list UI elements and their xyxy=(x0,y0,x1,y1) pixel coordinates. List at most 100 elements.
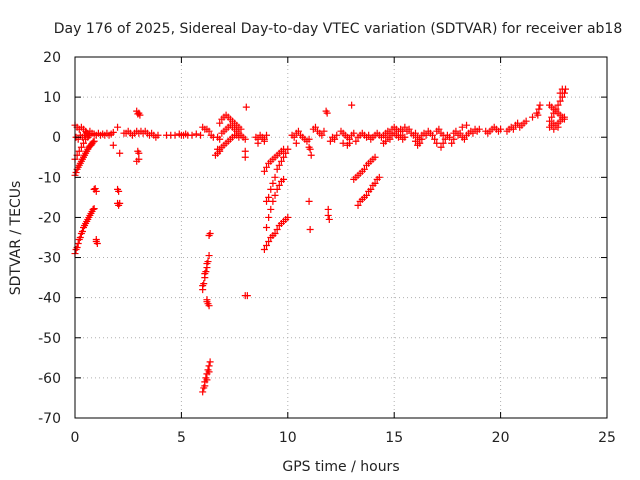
data-point xyxy=(273,225,281,233)
data-point xyxy=(469,129,477,137)
data-point xyxy=(203,298,211,306)
data-point xyxy=(463,121,471,129)
y-tick-labels: -70 -60 -50 -40 -30 -20 -10 0 10 20 xyxy=(38,50,61,427)
data-point xyxy=(371,179,379,187)
data-point xyxy=(263,197,271,205)
data-point xyxy=(411,129,419,137)
x-tick-label: 0 xyxy=(71,430,80,446)
data-point xyxy=(205,362,213,370)
data-point xyxy=(431,135,439,143)
data-point xyxy=(205,252,213,260)
data-point xyxy=(554,101,562,109)
data-point xyxy=(433,139,441,147)
y-tick-label: -30 xyxy=(38,251,61,267)
data-point xyxy=(263,131,271,139)
data-point xyxy=(242,103,250,111)
data-point xyxy=(558,85,566,93)
data-point xyxy=(522,117,530,125)
data-point xyxy=(243,292,251,300)
data-point xyxy=(458,123,466,131)
data-point xyxy=(367,185,375,193)
x-tick-label: 25 xyxy=(598,430,616,446)
data-point xyxy=(89,205,97,213)
data-point xyxy=(350,129,358,137)
x-axis-label: GPS time / hours xyxy=(282,459,399,475)
data-point xyxy=(271,173,279,181)
data-point xyxy=(199,282,207,290)
data-point xyxy=(241,147,249,155)
data-point xyxy=(509,125,517,133)
data-point xyxy=(235,133,243,141)
data-point xyxy=(365,131,373,139)
data-point xyxy=(271,191,279,199)
data-point xyxy=(306,145,314,153)
data-point xyxy=(77,143,85,151)
data-point xyxy=(203,376,211,384)
data-point xyxy=(90,205,98,213)
data-point xyxy=(192,130,200,138)
x-tick-labels: 0 5 10 15 20 25 xyxy=(71,430,616,446)
data-point xyxy=(401,123,409,131)
data-point xyxy=(305,135,313,143)
data-point xyxy=(80,139,88,147)
data-point xyxy=(91,185,99,193)
y-tick-label: -70 xyxy=(38,411,61,427)
data-point xyxy=(116,199,124,207)
data-point xyxy=(460,135,468,143)
x-tick-label: 15 xyxy=(385,430,403,446)
chart-title: Day 176 of 2025, Sidereal Day-to-day VTE… xyxy=(54,21,623,37)
data-point xyxy=(371,153,379,161)
data-point xyxy=(265,213,273,221)
data-point xyxy=(558,93,566,101)
data-point xyxy=(265,193,273,201)
data-point xyxy=(475,125,483,133)
data-point xyxy=(109,141,117,149)
data-point xyxy=(205,368,213,376)
data-point xyxy=(76,234,84,241)
data-point xyxy=(85,131,93,139)
data-point xyxy=(273,165,281,173)
data-point xyxy=(273,185,281,193)
y-tick-label: 10 xyxy=(43,90,61,106)
data-point xyxy=(290,133,298,141)
data-point xyxy=(206,358,214,366)
data-point xyxy=(265,238,273,246)
data-point xyxy=(556,89,564,97)
data-point xyxy=(346,139,354,147)
data-point xyxy=(216,135,224,143)
data-point xyxy=(241,135,249,143)
y-tick-label: -10 xyxy=(38,170,61,186)
data-point xyxy=(305,197,313,205)
y-tick-label: -50 xyxy=(38,331,61,347)
data-point xyxy=(267,185,275,193)
data-point xyxy=(260,246,268,254)
data-point xyxy=(429,131,437,139)
data-point xyxy=(294,127,302,135)
data-point xyxy=(446,133,454,141)
data-point xyxy=(199,388,207,396)
data-point xyxy=(354,201,362,209)
data-point xyxy=(263,163,271,171)
data-point xyxy=(418,135,426,143)
data-point xyxy=(556,97,564,105)
data-point xyxy=(497,125,505,133)
data-point xyxy=(154,131,162,139)
data-point xyxy=(75,147,83,155)
data-point xyxy=(275,181,283,189)
data-point xyxy=(324,205,332,213)
data-point xyxy=(284,213,292,221)
data-point xyxy=(546,117,554,125)
y-tick-label: -40 xyxy=(38,291,61,307)
data-point xyxy=(560,115,568,123)
data-point xyxy=(324,211,332,219)
data-point xyxy=(78,227,86,235)
data-point xyxy=(435,125,443,133)
data-point xyxy=(260,167,268,175)
data-point xyxy=(375,173,383,181)
data-point xyxy=(269,179,277,187)
data-point xyxy=(254,139,262,147)
data-point xyxy=(306,225,314,233)
data-point xyxy=(109,128,117,136)
data-point xyxy=(135,149,143,157)
data-point xyxy=(360,165,368,173)
